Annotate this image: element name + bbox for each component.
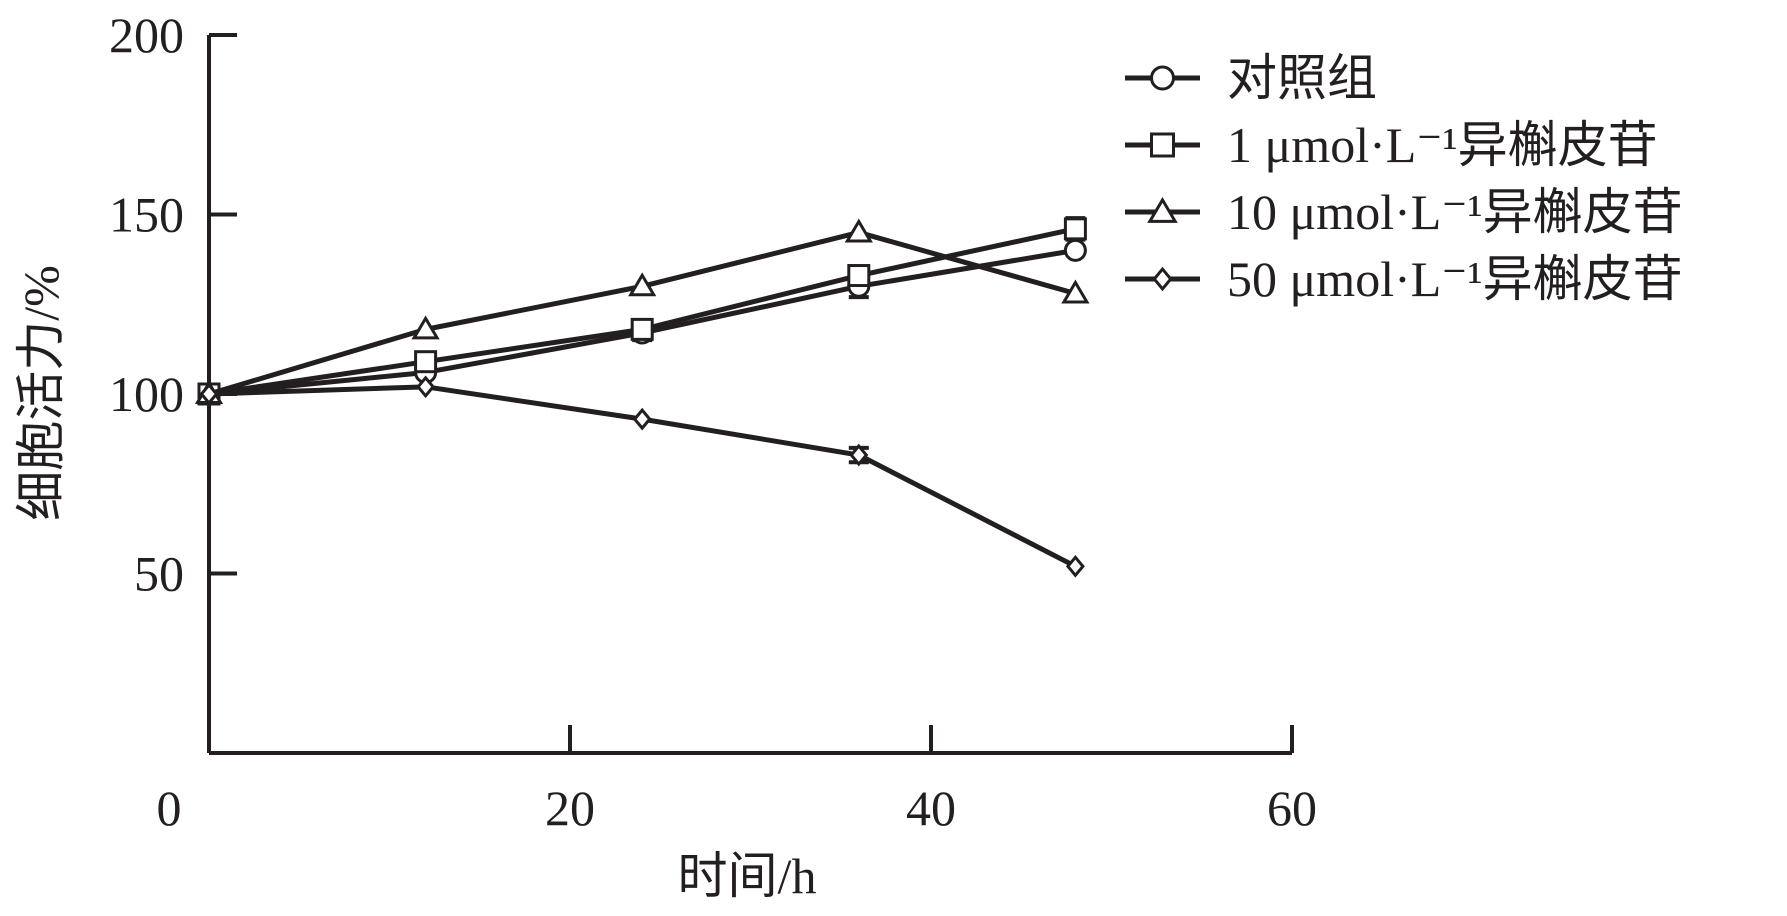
axes: 0 20 40 60 50 100 150 200 bbox=[109, 7, 1317, 836]
legend-marker bbox=[1150, 65, 1175, 91]
x-tick-label: 60 bbox=[1267, 780, 1317, 836]
data-point bbox=[1063, 238, 1087, 262]
data-point bbox=[630, 317, 654, 341]
series-line bbox=[208, 226, 1076, 397]
y-tick-label: 50 bbox=[134, 546, 184, 602]
data-point bbox=[844, 218, 873, 243]
legend-label: 10 μmol·L⁻¹异槲皮苷 bbox=[1227, 184, 1683, 240]
legend-label: 对照组 bbox=[1227, 50, 1377, 106]
legend-item: 50 μmol·L⁻¹异槲皮苷 bbox=[1125, 251, 1683, 307]
series-diamond bbox=[199, 375, 1085, 578]
series-layer bbox=[194, 216, 1090, 578]
legend-item: 1 μmol·L⁻¹异槲皮苷 bbox=[1125, 117, 1658, 173]
data-point bbox=[411, 315, 440, 340]
series-line bbox=[208, 229, 1077, 397]
legend-label: 50 μmol·L⁻¹异槲皮苷 bbox=[1227, 251, 1683, 307]
x-axis-title: 时间/h bbox=[678, 848, 817, 904]
data-point bbox=[414, 350, 438, 374]
data-point bbox=[847, 264, 871, 288]
data-point bbox=[1065, 554, 1085, 578]
legend-marker bbox=[1150, 132, 1175, 158]
y-tick-label: 200 bbox=[109, 7, 184, 63]
legend-item: 对照组 bbox=[1125, 50, 1377, 106]
series-square bbox=[197, 216, 1087, 406]
data-point bbox=[199, 382, 219, 406]
data-point bbox=[1061, 279, 1090, 304]
data-point bbox=[416, 375, 436, 399]
y-tick-label: 100 bbox=[109, 366, 184, 422]
data-point bbox=[632, 407, 652, 431]
data-point bbox=[849, 443, 869, 467]
y-tick-label: 150 bbox=[109, 187, 184, 243]
legend-marker bbox=[1152, 266, 1173, 292]
data-point bbox=[628, 272, 657, 297]
data-point bbox=[1063, 217, 1087, 241]
x-tick-label: 0 bbox=[157, 780, 182, 836]
legend: 对照组 1 μmol·L⁻¹异槲皮苷 10 μmol·L⁻¹异槲皮苷 50 μmol·… bbox=[1125, 50, 1683, 307]
legend-label: 1 μmol·L⁻¹异槲皮苷 bbox=[1227, 117, 1658, 173]
legend-marker bbox=[1147, 196, 1178, 223]
legend-item: 10 μmol·L⁻¹异槲皮苷 bbox=[1125, 184, 1683, 240]
x-tick-label: 40 bbox=[906, 780, 956, 836]
y-axis-title: 细胞活力/% bbox=[13, 265, 69, 521]
x-tick-label: 20 bbox=[545, 780, 595, 836]
